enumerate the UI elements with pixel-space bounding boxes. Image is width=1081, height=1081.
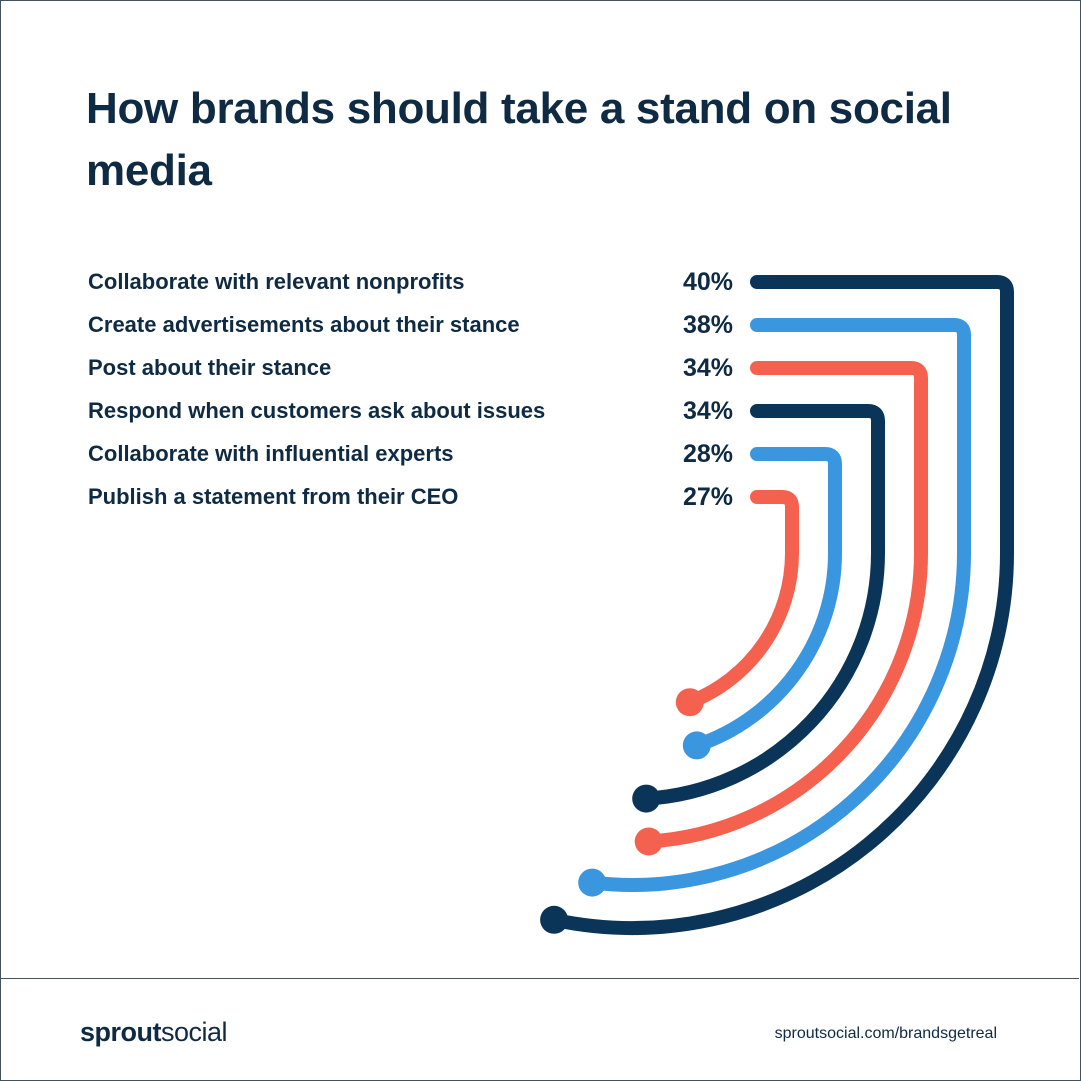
value-label: 27% — [682, 483, 733, 511]
arc-bar — [682, 490, 799, 710]
footer-divider — [0, 978, 1079, 979]
value-label: 28% — [682, 440, 733, 468]
value-label: 40% — [682, 268, 733, 296]
arc-bar — [641, 361, 928, 849]
category-label: Publish a statement from their CEO — [88, 484, 459, 509]
arc-end-dot — [634, 827, 663, 856]
arc-bar — [689, 447, 842, 753]
arc-bar — [547, 275, 1014, 935]
category-label: Post about their stance — [88, 355, 332, 380]
category-label: Collaborate with relevant nonprofits — [88, 269, 465, 294]
category-label: Collaborate with influential experts — [88, 441, 454, 466]
footer-url: sproutsocial.com/brandsgetreal — [774, 1025, 997, 1042]
arc-end-dot — [632, 784, 661, 813]
arc-end-dot — [540, 905, 569, 934]
arc-bar — [585, 318, 971, 892]
arc-end-dot — [578, 868, 607, 897]
category-label: Respond when customers ask about issues — [88, 398, 546, 423]
category-label: Create advertisements about their stance — [88, 312, 520, 337]
page-title: How brands should take a stand on social… — [86, 84, 952, 195]
value-label: 38% — [682, 311, 733, 339]
arc-end-dot — [675, 688, 704, 717]
sprout-social-logo: sproutsocial — [80, 1017, 228, 1047]
arc-bar — [639, 404, 885, 806]
value-label: 34% — [682, 397, 733, 425]
arc-end-dot — [682, 731, 711, 760]
value-label: 34% — [682, 354, 733, 382]
